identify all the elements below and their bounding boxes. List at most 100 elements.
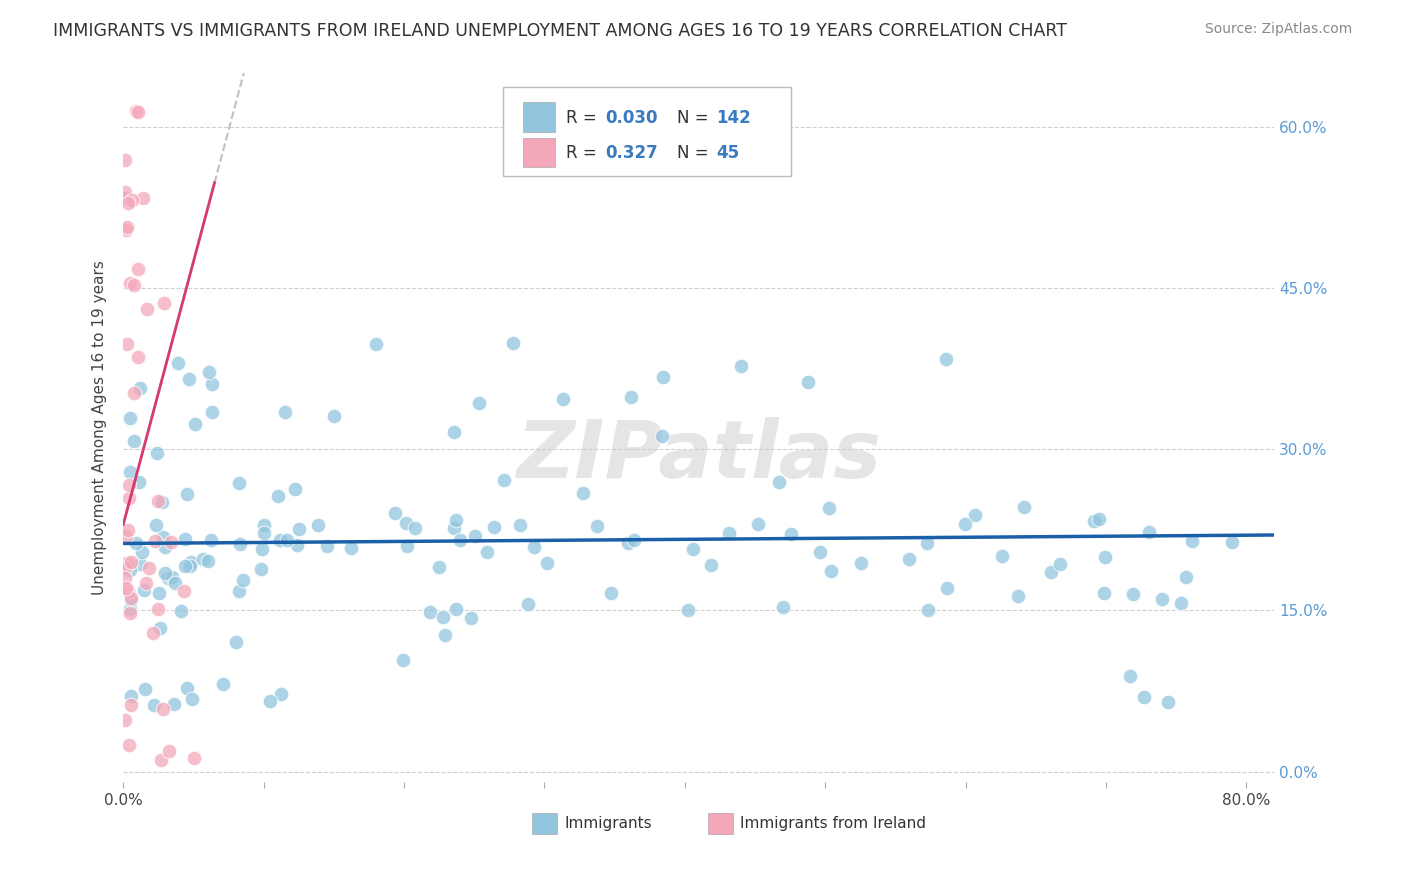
Point [228,475,250,490]
Point [1012,500,1035,514]
Point [183,750,205,764]
Point [152,530,174,544]
Text: Source: ZipAtlas.com: Source: ZipAtlas.com [1205,22,1353,37]
Point [117,196,139,211]
FancyBboxPatch shape [709,813,734,834]
Point [115,337,138,351]
Point [135,575,157,590]
Point [136,301,159,316]
Point [114,191,136,205]
Point [1220,535,1243,549]
Point [678,603,700,617]
Point [131,191,153,205]
Point [288,522,311,536]
FancyBboxPatch shape [531,813,557,834]
Point [120,563,142,577]
Point [522,540,544,554]
Point [1174,570,1197,584]
Text: N =: N = [676,109,714,127]
Point [1092,586,1115,600]
Point [1007,589,1029,603]
Point [747,517,769,532]
Point [266,489,288,503]
Point [464,529,486,543]
Point [818,500,841,515]
Point [120,591,142,605]
Point [1049,558,1071,572]
Point [132,583,155,598]
Point [152,701,174,715]
Point [143,698,166,712]
Point [915,536,938,550]
Point [1139,525,1161,540]
Point [935,352,957,367]
Text: Immigrants from Ireland: Immigrants from Ireland [741,816,927,831]
Point [155,566,177,580]
Point [197,554,219,568]
FancyBboxPatch shape [503,87,792,176]
Text: 45: 45 [716,145,740,162]
Point [170,605,193,619]
Point [1094,549,1116,564]
Point [419,605,441,619]
Point [1181,533,1204,548]
Point [460,611,482,625]
Point [307,517,329,532]
Point [384,506,406,520]
Point [142,626,165,640]
Point [120,466,142,480]
Point [276,533,298,547]
Point [138,561,160,575]
Point [849,556,872,570]
Point [114,185,136,199]
Point [125,535,148,549]
Point [274,405,297,419]
Point [184,417,207,431]
Point [212,677,235,691]
Point [772,600,794,615]
Point [146,446,169,460]
Point [122,434,145,448]
Point [201,377,224,392]
Text: 0.327: 0.327 [606,145,658,162]
Point [129,558,152,572]
Point [176,487,198,501]
Point [427,559,450,574]
Point [600,586,623,600]
Point [249,562,271,576]
Point [122,386,145,401]
Point [114,571,136,585]
Point [118,491,141,505]
Point [619,390,641,404]
Point [917,603,939,617]
Text: 142: 142 [716,109,751,127]
Point [114,223,136,237]
Point [114,153,136,167]
Point [446,513,468,527]
Point [162,570,184,584]
Point [120,555,142,569]
Point [259,694,281,708]
Point [991,549,1014,563]
Point [1133,690,1156,704]
Point [131,545,153,559]
Point [232,573,254,587]
Point [115,556,138,570]
Point [935,581,957,595]
Point [443,425,465,440]
Point [176,681,198,695]
Text: ZIPatlas: ZIPatlas [516,417,882,495]
Point [163,697,186,711]
Point [730,359,752,373]
Point [120,593,142,607]
Point [120,698,142,712]
Point [517,597,540,611]
Text: R =: R = [567,109,602,127]
Point [432,610,454,624]
Point [652,370,675,384]
Point [150,495,173,509]
Point [120,410,142,425]
Point [118,277,141,291]
Point [198,365,221,379]
Point [180,555,202,569]
